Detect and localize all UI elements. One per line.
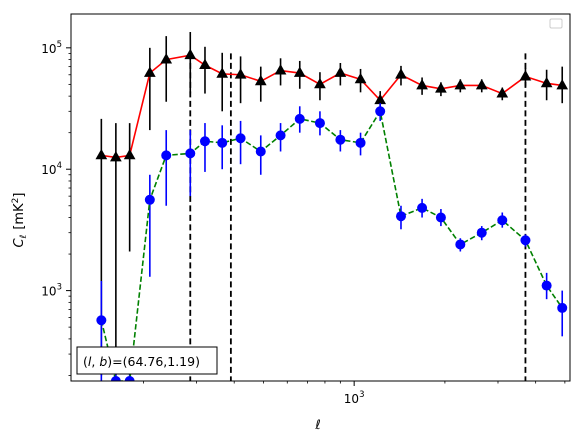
data-point-triangle xyxy=(184,48,197,60)
data-point-triangle xyxy=(143,66,156,77)
markers-1 xyxy=(96,106,568,381)
data-point-triangle xyxy=(454,78,467,90)
data-point-circle xyxy=(314,118,325,129)
data-point-triangle xyxy=(274,64,287,75)
data-point-circle xyxy=(96,315,107,326)
series-1 xyxy=(96,103,568,381)
data-point-circle xyxy=(235,133,246,144)
data-point-circle xyxy=(275,130,286,141)
y-axis-label-unit-sup: 2 xyxy=(11,198,21,204)
data-point-circle xyxy=(395,211,406,222)
y-tick-label: 105 xyxy=(41,40,62,56)
data-point-triangle xyxy=(110,150,122,162)
data-point-circle xyxy=(124,376,135,381)
data-point-triangle xyxy=(216,67,229,78)
data-point-circle xyxy=(255,146,266,157)
legend xyxy=(549,18,563,29)
annotation-box: (l, b)=(64.76,1.19) xyxy=(76,346,218,375)
y-axis-label: Cℓ [mK2] xyxy=(11,193,29,248)
y-axis-label-subscript: ℓ xyxy=(19,235,29,240)
data-point-circle xyxy=(144,194,155,205)
data-point-triangle xyxy=(435,82,447,93)
data-point-circle xyxy=(199,136,210,147)
data-point-circle xyxy=(541,280,552,291)
data-point-triangle xyxy=(395,68,407,79)
data-point-triangle xyxy=(475,78,488,90)
y-axis-label-main: C xyxy=(12,237,27,247)
data-point-circle xyxy=(497,215,508,226)
data-point-triangle xyxy=(123,148,136,160)
data-point-circle xyxy=(185,148,196,159)
data-point-circle xyxy=(355,137,366,148)
data-point-circle xyxy=(110,376,121,381)
markers-0 xyxy=(95,48,569,162)
annotation-frame xyxy=(76,346,218,375)
data-point-triangle xyxy=(160,53,173,64)
data-point-triangle xyxy=(540,76,553,88)
data-point-triangle xyxy=(199,58,211,70)
data-point-circle xyxy=(335,134,346,145)
data-point-circle xyxy=(520,235,531,246)
data-point-triangle xyxy=(234,68,247,79)
data-point-circle xyxy=(557,302,568,313)
y-axis-label-unit-open: [mK xyxy=(12,203,27,230)
data-point-triangle xyxy=(374,93,387,105)
data-point-circle xyxy=(161,150,172,161)
data-point-triangle xyxy=(334,66,347,77)
data-point-triangle xyxy=(254,74,267,86)
x-tick-label: 103 xyxy=(344,390,365,406)
y-tick-label: 104 xyxy=(41,161,62,177)
data-point-triangle xyxy=(293,66,306,77)
data-point-circle xyxy=(294,113,305,124)
data-point-circle xyxy=(455,239,466,250)
major-ticks xyxy=(66,47,355,386)
annotation-text: (l, b)=(64.76,1.19) xyxy=(83,354,200,369)
x-axis-label: ℓ xyxy=(314,418,320,433)
data-point-triangle xyxy=(496,87,509,98)
data-point-circle xyxy=(417,202,428,213)
vertical-marker-lines xyxy=(189,53,527,381)
data-point-triangle xyxy=(556,78,569,90)
y-axis-label-unit-close: ] xyxy=(12,193,27,198)
data-point-triangle xyxy=(416,78,428,90)
y-tick-labels: 103 104 105 xyxy=(41,40,62,299)
y-tick-label: 103 xyxy=(41,283,62,299)
x-tick-labels: 103 xyxy=(344,390,365,406)
data-point-triangle xyxy=(354,72,367,84)
data-point-triangle xyxy=(314,77,326,89)
data-point-triangle xyxy=(95,148,108,160)
series-layer xyxy=(95,32,569,381)
data-point-circle xyxy=(435,212,446,223)
data-point-circle xyxy=(375,106,386,117)
legend-handle-box xyxy=(549,18,563,29)
plot-frame xyxy=(70,13,571,382)
data-point-triangle xyxy=(519,70,532,81)
data-point-circle xyxy=(476,227,487,238)
data-point-circle xyxy=(217,137,228,148)
